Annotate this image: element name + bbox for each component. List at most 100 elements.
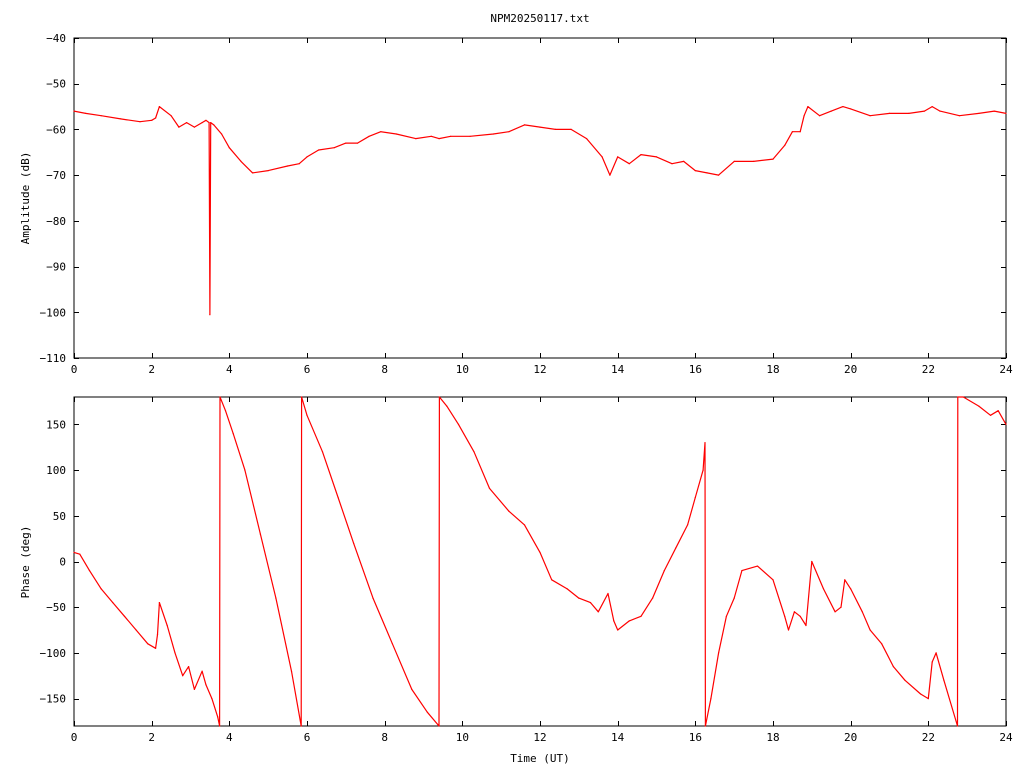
phase-data-point — [652, 597, 654, 599]
phase-data-point — [997, 410, 999, 412]
amplitude-data-point — [368, 135, 370, 137]
amplitude-data-point — [287, 165, 289, 167]
amplitude-data-point — [539, 126, 541, 128]
phase-data-point — [446, 405, 448, 407]
phase-data-point — [372, 597, 374, 599]
amplitude-data-point — [869, 115, 871, 117]
phase-data-point — [978, 405, 980, 407]
amplitude-data-point — [228, 147, 230, 149]
phase-data-point — [881, 643, 883, 645]
amplitude-data-point — [923, 110, 926, 112]
phase-data-point — [426, 711, 428, 713]
amplitude-data-point — [267, 170, 269, 172]
amplitude-y-tick-label: −100 — [40, 306, 67, 319]
phase-data-point — [508, 510, 510, 512]
phase-data-point — [927, 698, 929, 700]
phase-trace — [73, 396, 1007, 727]
phase-data-point — [784, 615, 786, 617]
phase-x-tick-label: 14 — [611, 731, 625, 744]
amplitude-x-tick-label: 24 — [999, 363, 1013, 376]
phase-data-point — [182, 675, 184, 677]
phase-data-point — [943, 679, 945, 681]
phase-data-point — [640, 615, 642, 617]
phase-x-tick-label: 18 — [766, 731, 779, 744]
amplitude-data-point — [395, 133, 397, 135]
phase-data-point — [904, 679, 906, 681]
chart-title: NPM20250117.txt — [490, 12, 589, 25]
amplitude-data-point — [706, 172, 708, 174]
amplitude-data-point — [240, 160, 242, 162]
phase-data-point — [597, 611, 599, 613]
amplitude-data-point — [772, 158, 774, 160]
phase-data-point — [290, 670, 293, 672]
phase-data-point — [391, 643, 393, 645]
phase-data-point — [787, 629, 790, 631]
amplitude-x-tick-label: 8 — [381, 363, 388, 376]
amplitude-data-point — [208, 122, 210, 124]
phase-data-point — [217, 716, 219, 718]
phase-x-tick-label: 12 — [533, 731, 546, 744]
phase-data-point — [869, 629, 871, 631]
phase-x-tick-label: 8 — [381, 731, 388, 744]
phase-data-point — [232, 433, 234, 435]
phase-data-point — [840, 606, 842, 608]
amplitude-data-point — [450, 135, 452, 137]
amplitude-data-point — [586, 138, 588, 140]
phase-data-point — [704, 725, 707, 727]
phase-data-point — [155, 647, 157, 649]
phase-y-tick-label: 0 — [59, 556, 66, 569]
amplitude-data-point — [791, 131, 794, 133]
amplitude-data-point — [601, 156, 603, 158]
phase-data-point — [628, 620, 630, 622]
phase-data-point — [811, 560, 813, 563]
amplitude-x-tick-label: 4 — [226, 363, 233, 376]
amplitude-data-point — [718, 174, 720, 176]
phase-data-point — [205, 684, 207, 686]
phase-ticks: 0 2 4 6 8 10 12 14 16 18 20 22 24−150−100−5005010015… — [40, 397, 1013, 744]
amplitude-data-point — [158, 106, 160, 108]
amplitude-data-point — [803, 115, 805, 117]
amplitude-data-point — [213, 124, 215, 126]
phase-data-point — [566, 588, 568, 590]
amplitude-data-point — [356, 142, 359, 144]
phase-data-point — [79, 553, 81, 555]
amplitude-data-point — [205, 119, 207, 121]
phase-y-tick-label: −100 — [40, 647, 67, 660]
amplitude-data-point — [694, 170, 696, 172]
amplitude-x-tick-label: 18 — [766, 363, 779, 376]
phase-data-point — [607, 592, 609, 595]
amplitude-data-point — [469, 135, 471, 137]
phase-x-tick-label: 2 — [148, 731, 155, 744]
amplitude-data-point — [120, 118, 122, 120]
amplitude-data-point — [784, 144, 786, 146]
amplitude-data-point — [201, 122, 203, 124]
amplitude-data-point — [318, 149, 320, 151]
amplitude-data-point — [908, 112, 910, 114]
amplitude-data-point — [850, 108, 852, 110]
amplitude-data-point — [170, 115, 172, 117]
phase-x-tick-label: 6 — [304, 731, 311, 744]
amplitude-data-point — [73, 110, 75, 112]
amplitude-data-point — [958, 115, 961, 117]
amplitude-data-point — [978, 112, 980, 114]
phase-data-point — [301, 396, 303, 398]
amplitude-data-point — [842, 106, 844, 108]
amplitude-y-tick-label: −70 — [46, 169, 66, 182]
amplitude-data-point — [523, 124, 526, 126]
phase-data-point — [306, 414, 308, 416]
phase-x-tick-label: 20 — [844, 731, 857, 744]
time-x-axis-label: Time (UT) — [510, 752, 570, 765]
phase-data-point — [473, 451, 475, 453]
amplitude-data-point — [415, 138, 417, 140]
phase-data-point — [617, 629, 619, 631]
amplitude-data-point — [252, 172, 254, 174]
phase-data-point — [123, 615, 126, 617]
amplitude-y-tick-label: −90 — [46, 261, 66, 274]
phase-data-point — [158, 602, 160, 604]
amplitude-trace — [73, 106, 1007, 316]
phase-data-point — [733, 597, 735, 599]
phase-data-point — [725, 615, 728, 617]
phase-data-point — [488, 487, 491, 489]
amplitude-data-point — [210, 122, 212, 124]
